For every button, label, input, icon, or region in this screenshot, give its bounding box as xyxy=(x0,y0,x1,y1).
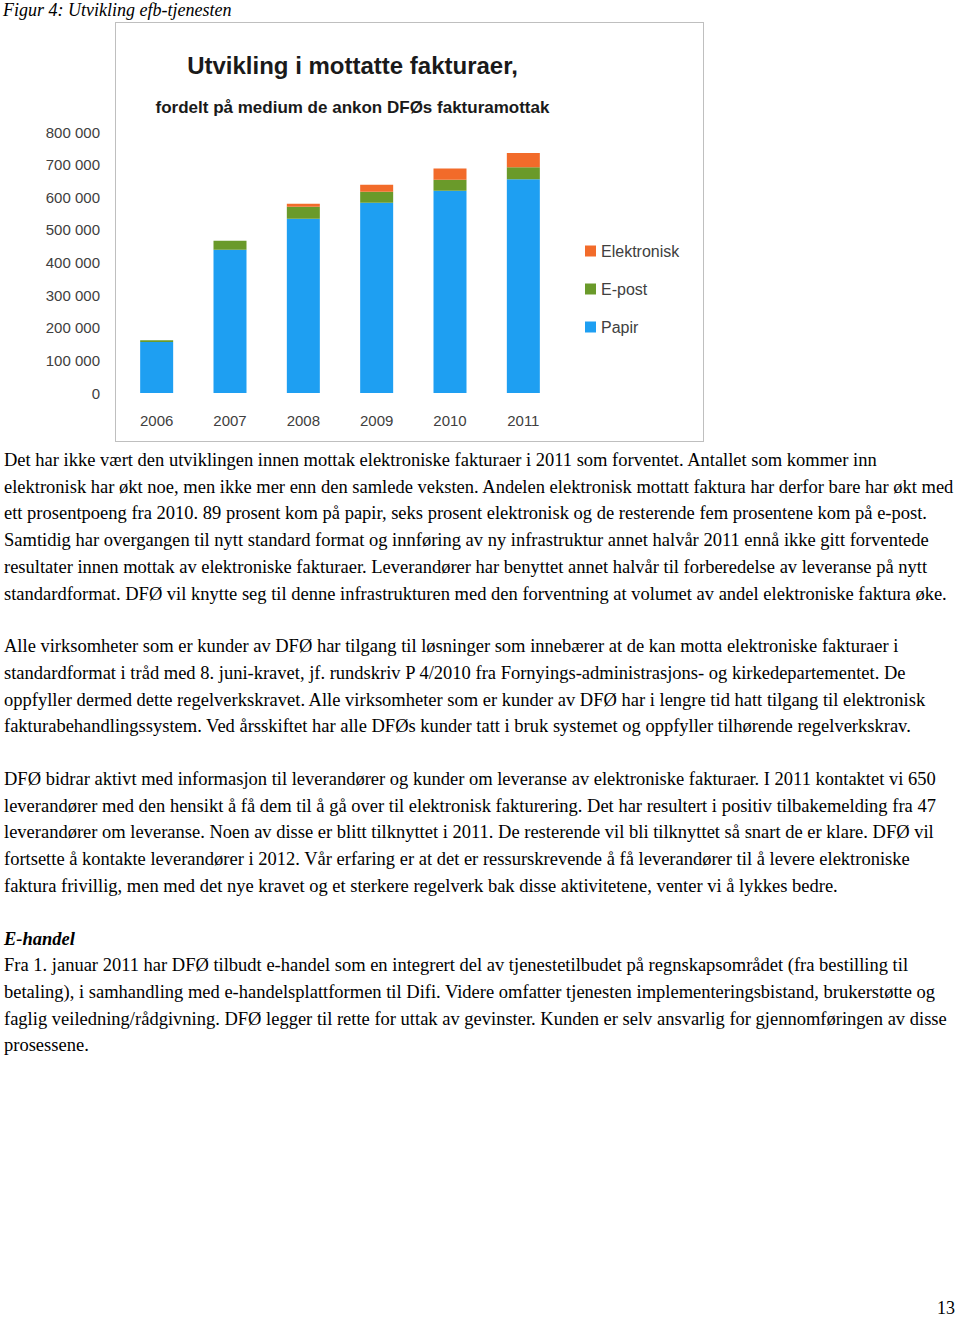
svg-text:Papir: Papir xyxy=(601,319,639,336)
html-text:Alle virksomheter som er kunde: Alle virksomheter som er kunder av DFØ h… xyxy=(4,636,926,737)
html-text:Det har ikke vært den utviklin: Det har ikke vært den utviklingen innen … xyxy=(4,450,954,604)
html-text:Figur 4: Utvikling efb-tjenest: Figur 4: Utvikling efb-tjenesten xyxy=(3,0,232,20)
html-text:DFØ bidrar aktivt med informas: DFØ bidrar aktivt med informasjon til le… xyxy=(4,769,936,896)
svg-text:700 000: 700 000 xyxy=(46,156,100,173)
svg-text:600 000: 600 000 xyxy=(46,189,100,206)
svg-text:Elektronisk: Elektronisk xyxy=(601,243,680,260)
html-text:Fra 1. januar 2011 har DFØ til: Fra 1. januar 2011 har DFØ tilbudt e-han… xyxy=(4,955,947,1056)
svg-text:2007: 2007 xyxy=(213,412,246,429)
svg-text:400 000: 400 000 xyxy=(46,254,100,271)
svg-text:200 000: 200 000 xyxy=(46,319,100,336)
svg-text:2008: 2008 xyxy=(287,412,320,429)
svg-text:fordelt på medium de ankon DFØ: fordelt på medium de ankon DFØs fakturam… xyxy=(156,98,550,117)
svg-text:E-post: E-post xyxy=(601,281,648,298)
html-text:13: 13 xyxy=(937,1298,955,1318)
svg-text:Utvikling i mottatte fakturaer: Utvikling i mottatte fakturaer, xyxy=(187,52,518,79)
svg-text:2009: 2009 xyxy=(360,412,393,429)
svg-text:0: 0 xyxy=(92,385,100,402)
svg-text:2011: 2011 xyxy=(507,412,539,429)
svg-text:2010: 2010 xyxy=(433,412,466,429)
svg-text:2006: 2006 xyxy=(140,412,173,429)
svg-text:100 000: 100 000 xyxy=(46,352,100,369)
html-text:E-handel: E-handel xyxy=(4,928,75,949)
svg-text:800 000: 800 000 xyxy=(46,124,100,141)
svg-text:500 000: 500 000 xyxy=(46,221,100,238)
svg-text:300 000: 300 000 xyxy=(46,287,100,304)
